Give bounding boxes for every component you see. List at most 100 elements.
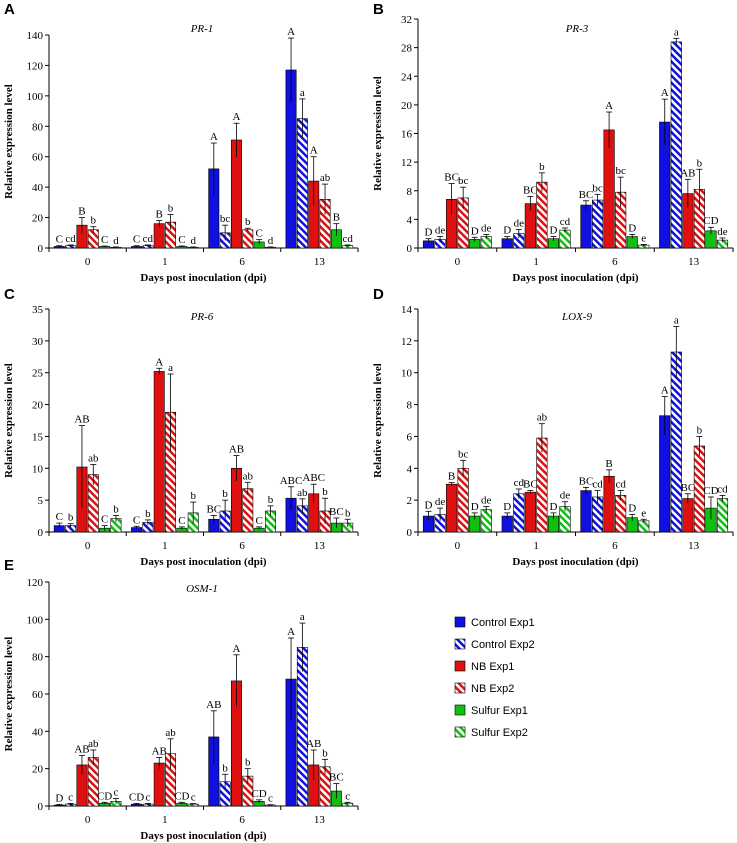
y-tick-label: 25: [32, 368, 44, 380]
panel-letter: D: [373, 286, 384, 303]
legend-swatch: [454, 704, 466, 716]
bar: [242, 229, 254, 249]
y-tick-label: 32: [401, 14, 412, 26]
significance-label: B: [448, 471, 455, 483]
y-tick-label: 80: [32, 121, 44, 133]
legend-swatch: [454, 726, 466, 738]
significance-label: e: [641, 232, 646, 244]
significance-label: A: [232, 643, 240, 655]
significance-label: d: [113, 235, 119, 247]
bar: [580, 204, 592, 249]
bar: [457, 467, 469, 533]
significance-label: A: [155, 356, 163, 368]
y-tick-label: 40: [32, 726, 44, 738]
significance-label: ab: [88, 452, 99, 464]
y-tick-label: 40: [32, 182, 44, 194]
panel-letter: A: [4, 1, 15, 18]
legend-label: Sulfur Exp2: [471, 727, 528, 739]
gene-title: PR-1: [190, 23, 214, 35]
x-tick-label: 13: [314, 814, 326, 826]
bar: [559, 229, 571, 249]
significance-label: CD: [129, 791, 144, 803]
significance-label: C: [101, 514, 108, 526]
significance-label: de: [560, 490, 571, 502]
significance-label: D: [425, 499, 433, 511]
significance-label: c: [191, 792, 196, 804]
significance-label: ab: [243, 470, 254, 482]
significance-label: AB: [152, 745, 167, 757]
significance-label: BC: [681, 482, 696, 494]
x-axis-label: Days post inoculation (dpi): [140, 556, 267, 568]
significance-label: de: [481, 495, 492, 507]
bar: [153, 371, 165, 533]
bar: [524, 491, 536, 533]
significance-label: A: [661, 385, 669, 397]
significance-label: D: [628, 502, 636, 514]
gene-title: PR-3: [565, 23, 589, 35]
y-tick-label: 120: [27, 577, 44, 589]
legend-swatch: [454, 638, 466, 650]
significance-label: B: [156, 209, 163, 221]
significance-label: AB: [306, 738, 321, 750]
significance-label: A: [661, 87, 669, 99]
legend-swatch: [454, 660, 466, 672]
significance-label: bc: [458, 175, 469, 187]
y-tick-label: 2: [407, 495, 413, 507]
significance-label: AB: [680, 167, 695, 179]
legend-label: Control Exp2: [471, 639, 535, 651]
y-tick-label: 10: [32, 463, 44, 475]
significance-label: b: [113, 503, 119, 515]
significance-label: AB: [229, 444, 244, 456]
y-tick-label: 8: [407, 400, 413, 412]
significance-label: cd: [615, 479, 626, 491]
bar: [615, 495, 627, 533]
y-tick-label: 20: [32, 213, 44, 225]
significance-label: de: [481, 222, 492, 234]
bar: [670, 351, 682, 533]
significance-label: A: [287, 626, 295, 638]
x-tick-label: 13: [314, 540, 326, 552]
significance-label: ab: [297, 487, 308, 499]
y-tick-label: 0: [38, 243, 44, 255]
significance-label: C: [255, 515, 262, 527]
significance-label: ab: [537, 412, 548, 424]
panel-letter: B: [373, 1, 384, 18]
significance-label: cd: [143, 233, 154, 245]
y-tick-label: 80: [32, 652, 44, 664]
significance-label: b: [190, 490, 196, 502]
significance-label: ab: [320, 172, 331, 184]
x-tick-label: 6: [239, 814, 245, 826]
x-tick-label: 6: [239, 256, 245, 268]
significance-label: bc: [458, 448, 469, 460]
bar: [242, 488, 254, 533]
significance-label: cd: [560, 216, 571, 228]
legend-item: NB Exp1: [454, 660, 514, 673]
significance-label: C: [133, 234, 140, 246]
y-tick-label: 60: [32, 689, 44, 701]
significance-label: BC: [206, 503, 221, 515]
x-tick-label: 13: [314, 256, 326, 268]
significance-label: b: [245, 216, 251, 228]
significance-label: B: [78, 206, 85, 218]
significance-label: b: [222, 762, 228, 774]
significance-label: A: [232, 111, 240, 123]
significance-label: A: [287, 26, 295, 38]
significance-label: A: [605, 100, 613, 112]
gene-title: OSM-1: [186, 583, 218, 595]
significance-label: b: [268, 494, 274, 506]
significance-label: a: [168, 362, 173, 374]
significance-label: D: [471, 225, 479, 237]
significance-label: c: [114, 787, 119, 799]
bar: [536, 181, 548, 249]
y-tick-label: 100: [27, 614, 44, 626]
significance-label: C: [178, 234, 185, 246]
x-tick-label: 6: [612, 256, 618, 268]
legend-item: Control Exp2: [454, 638, 535, 651]
y-tick-label: 28: [401, 43, 413, 55]
y-tick-label: 20: [401, 100, 413, 112]
significance-label: CD: [251, 788, 266, 800]
significance-label: C: [56, 511, 63, 523]
significance-label: D: [628, 222, 636, 234]
